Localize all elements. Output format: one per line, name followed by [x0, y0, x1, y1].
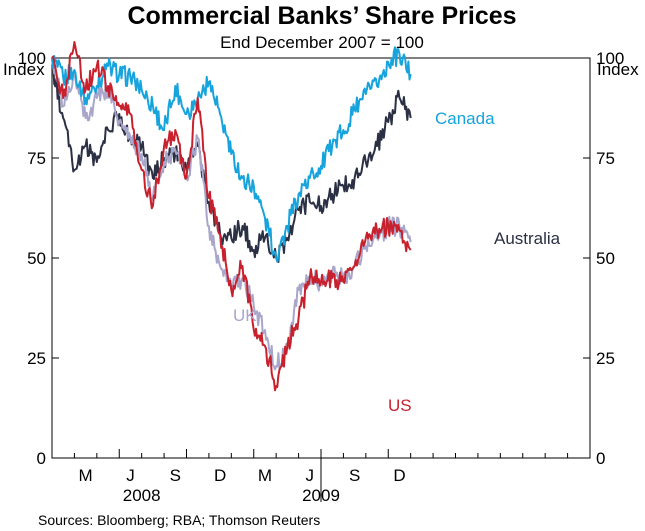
x-tick-label: M [79, 466, 93, 485]
series-label-us: US [388, 396, 412, 415]
y-tick-label-left: 75 [27, 149, 46, 168]
x-tick-label: J [306, 466, 315, 485]
series-label-australia: Australia [494, 229, 561, 248]
y-axis-title-left: Index [3, 60, 45, 79]
y-tick-label-right: 75 [596, 149, 615, 168]
chart-subtitle: End December 2007 = 100 [220, 33, 424, 52]
y-tick-label-right: 25 [596, 349, 615, 368]
x-tick-label: D [393, 466, 405, 485]
x-axis-ticks [73, 449, 569, 502]
x-tick-label: D [214, 466, 226, 485]
y-tick-label-right: 50 [596, 249, 615, 268]
y-tick-label-left: 0 [37, 449, 46, 468]
x-tick-label: S [349, 466, 360, 485]
x-axis-labels: M J S D M J S D 2008 2009 [79, 466, 406, 505]
y-tick-label-right: 100 [596, 49, 624, 68]
series-line-australia [51, 61, 412, 263]
x-tick-label: J [126, 466, 135, 485]
series-line-us [51, 41, 412, 392]
series-line-canada [51, 46, 412, 263]
series-label-canada: Canada [435, 109, 495, 128]
y-tick-label-left: 100 [18, 49, 46, 68]
series-label-uk: UK [233, 306, 257, 325]
source-note: Sources: Bloomberg; RBA; Thomson Reuters [38, 512, 320, 528]
x-tick-label: M [258, 466, 272, 485]
y-axis-title-right: Index [597, 60, 639, 79]
y-tick-label-right: 0 [596, 449, 605, 468]
y-tick-label-left: 25 [27, 349, 46, 368]
year-label: 2009 [302, 486, 340, 505]
year-label: 2008 [123, 486, 161, 505]
y-tick-label-left: 50 [27, 249, 46, 268]
chart-title: Commercial Banks’ Share Prices [127, 2, 516, 30]
y-axis-ticks: 0 0 25 25 50 50 75 75 100 100 [18, 49, 625, 468]
x-tick-label: S [170, 466, 181, 485]
series-lines [51, 41, 412, 392]
